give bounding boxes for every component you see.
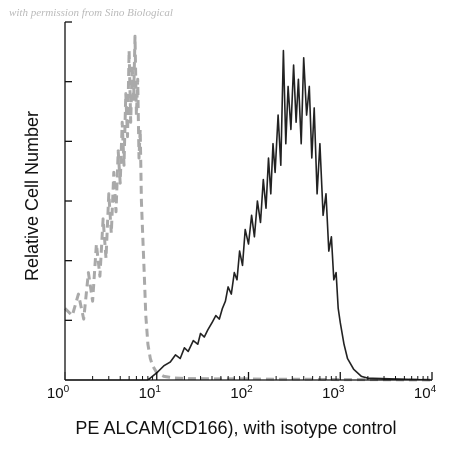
x-tick-label: 101	[139, 384, 162, 402]
series-layer	[63, 34, 433, 382]
series-2-line	[65, 49, 433, 381]
x-tick-exponent: 1	[155, 384, 161, 395]
x-tick-label: 103	[322, 384, 345, 402]
watermark-text: with permission from Sino Biological	[9, 7, 173, 19]
axes-layer	[64, 22, 432, 381]
x-tick-exponent: 3	[339, 384, 345, 395]
x-axis-label: PE ALCAM(CD166), with isotype control	[75, 418, 396, 438]
tick-layer: 100 101 102 103 104	[47, 21, 437, 402]
x-tick-label: 100	[47, 384, 70, 402]
x-tick-label: 104	[414, 384, 437, 402]
y-axis-label: Relative Cell Number	[22, 111, 42, 281]
series-1-line	[63, 34, 433, 382]
x-tick-exponent: 0	[64, 384, 70, 395]
x-tick-label: 102	[230, 384, 253, 402]
x-tick-exponent: 4	[431, 384, 437, 395]
x-tick-exponent: 2	[247, 384, 253, 395]
